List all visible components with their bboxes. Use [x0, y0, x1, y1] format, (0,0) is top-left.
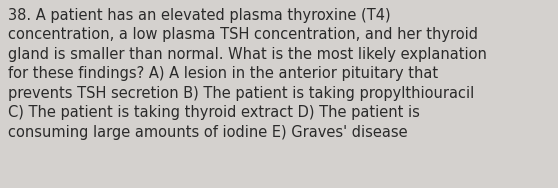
Text: 38. A patient has an elevated plasma thyroxine (T4)
concentration, a low plasma : 38. A patient has an elevated plasma thy…: [8, 8, 487, 140]
